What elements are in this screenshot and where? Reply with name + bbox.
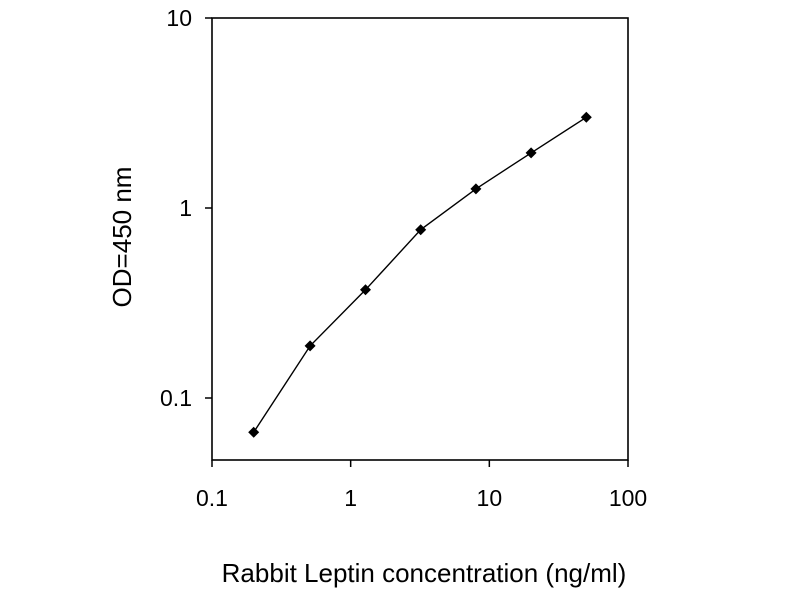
- y-axis-title: OD=450 nm: [107, 167, 137, 308]
- y-tick-label: 0.1: [160, 385, 192, 411]
- plot-area-frame: [211, 17, 629, 461]
- data-point: [360, 284, 371, 296]
- x-tick-label: 100: [609, 485, 647, 511]
- data-point: [525, 147, 537, 159]
- ticks-layer: 0.1 1 10 100 0.1 1 10: [160, 5, 647, 511]
- data-point: [415, 224, 427, 236]
- data-point: [470, 183, 482, 195]
- x-tick-label: 0.1: [196, 485, 228, 511]
- x-tick-label: 10: [477, 485, 503, 511]
- y-tick-label: 1: [179, 195, 192, 221]
- series-layer: [248, 111, 592, 438]
- data-point: [248, 426, 260, 438]
- data-point: [304, 340, 316, 352]
- x-tick-label: 1: [344, 485, 357, 511]
- data-point: [580, 111, 592, 123]
- y-tick-label: 10: [166, 5, 192, 31]
- x-axis-title: Rabbit Leptin concentration (ng/ml): [222, 558, 627, 588]
